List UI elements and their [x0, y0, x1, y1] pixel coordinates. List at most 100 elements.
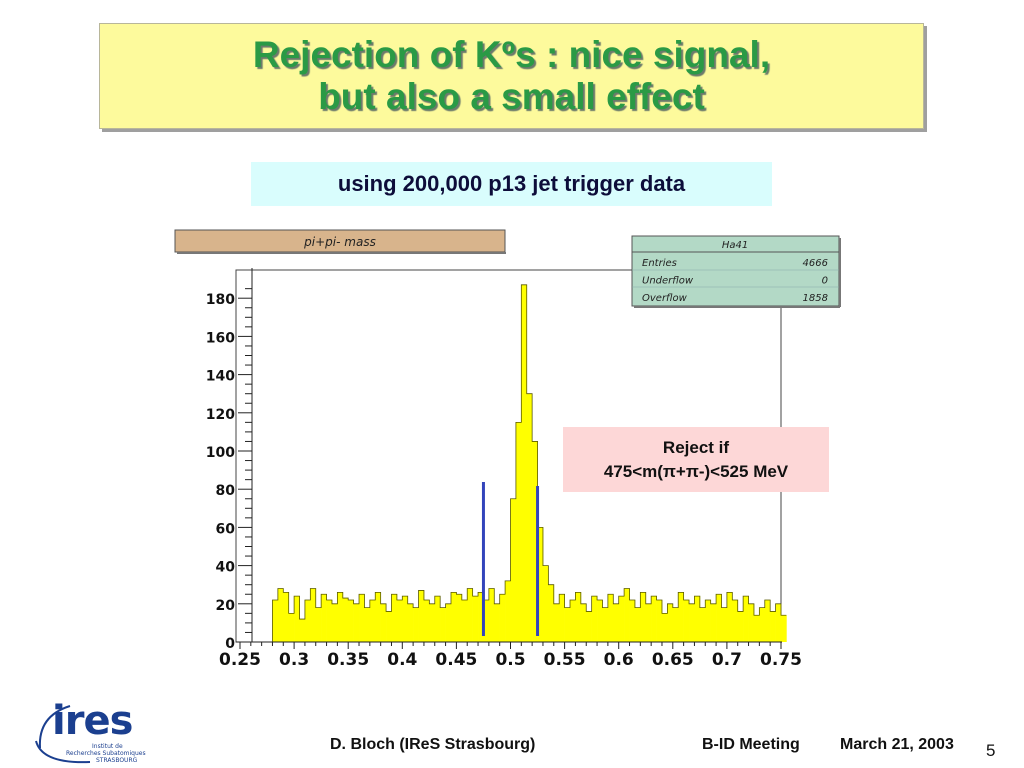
histogram-bin [537, 527, 544, 642]
histogram-bin [456, 594, 463, 642]
histogram-bin [299, 619, 306, 642]
histogram-bin [380, 603, 387, 642]
histogram-bin [402, 596, 409, 642]
y-tick-label: 120 [206, 407, 235, 423]
histogram-bin [726, 592, 733, 642]
histogram-bin [586, 611, 592, 642]
histogram-bin [418, 590, 425, 642]
footer-date: March 21, 2003 [840, 736, 954, 753]
x-tick-label: 0.5 [495, 650, 525, 670]
histogram-bin [699, 607, 706, 642]
histogram-bin [575, 592, 582, 642]
histogram-bin [515, 422, 522, 642]
histogram-bin [559, 594, 565, 642]
histogram-bin [423, 599, 430, 642]
histogram-bin [602, 607, 609, 642]
histogram-bin [386, 611, 392, 642]
histogram-bin [353, 603, 360, 642]
histogram-bin [321, 594, 327, 642]
stats-value: 0 [822, 276, 828, 287]
y-tick-label: 80 [216, 483, 236, 499]
histogram-bin [364, 607, 371, 642]
y-tick-label: 60 [216, 521, 236, 537]
y-tick-label: 100 [206, 445, 235, 461]
histogram-bin [440, 607, 446, 642]
histogram-bin [505, 580, 511, 642]
histogram-bin [288, 613, 295, 642]
histogram-bin [294, 596, 300, 642]
histogram-bin [548, 584, 555, 642]
reject-line1: Reject if [662, 437, 730, 457]
stats-box: Ha41 Entries 4666 Underflow 0 Overflow 1858 [631, 235, 841, 308]
histogram-bin [499, 594, 506, 642]
x-axis: 0.25 0.3 0.35 0.4 0.45 0.5 0.55 0.6 0.65 0.7 0.75 [219, 641, 802, 670]
histogram-bin [369, 599, 376, 642]
histogram-bin [618, 596, 625, 642]
cut-lines [481, 482, 540, 636]
logo-sub3: STRASBOURG [96, 757, 138, 764]
histogram-bin [396, 599, 403, 642]
histogram-bin [613, 603, 619, 642]
y-tick-label: 160 [206, 330, 235, 346]
stats-value: 4666 [803, 258, 828, 269]
histogram-bin [770, 611, 776, 642]
histogram-bin [434, 596, 441, 642]
histogram-bin [705, 599, 711, 642]
histogram-bin [775, 603, 782, 642]
slide-title-line2: but also a small effect [318, 76, 705, 117]
histogram-title: pi+pi- mass [303, 235, 376, 249]
y-tick-label: 0 [225, 636, 235, 652]
stats-value: 1858 [803, 293, 828, 304]
histogram-bin [526, 393, 533, 642]
histogram-bin [467, 588, 473, 642]
slide-title-box: Rejection of Kºs : nice signal, but also… [99, 23, 924, 129]
histogram-bin [667, 603, 674, 642]
histogram-bin [483, 599, 490, 642]
histogram-bin [461, 599, 468, 642]
histogram-bin [672, 607, 679, 642]
histogram-bin [478, 592, 484, 642]
histogram-bin [721, 607, 728, 642]
y-tick-label: 40 [216, 560, 236, 576]
x-tick-label: 0.75 [760, 650, 802, 670]
page-number: 5 [986, 741, 996, 760]
histogram-bin [472, 596, 479, 642]
histogram-bin [656, 599, 663, 642]
x-tick-label: 0.4 [387, 650, 417, 670]
histogram-bin [689, 603, 695, 642]
histogram-bin [710, 603, 717, 642]
histogram-bin [683, 599, 690, 642]
histogram-bin [521, 284, 528, 642]
histogram-bin [310, 588, 317, 642]
footer-meeting: B-ID Meeting [702, 736, 800, 753]
footer-author: D. Bloch (IReS Strasbourg) [330, 736, 536, 753]
histogram-bin [564, 607, 571, 642]
histogram-bin [629, 599, 636, 642]
x-tick-label: 0.3 [279, 650, 309, 670]
histogram-bin [748, 603, 755, 642]
histogram-bin [359, 594, 365, 642]
histogram-bin [342, 598, 349, 642]
histogram-bin [651, 596, 657, 642]
histogram-bin [737, 611, 744, 642]
histogram-bin [661, 613, 668, 642]
histogram-bin [494, 603, 500, 642]
histogram-bin [570, 599, 576, 642]
histogram-bin [375, 592, 381, 642]
histogram-bin [348, 599, 354, 642]
histogram-bin [283, 592, 289, 642]
histogram-outline [240, 284, 787, 643]
histogram-bin [678, 592, 684, 642]
histogram-bin [277, 588, 284, 642]
x-tick-label: 0.25 [219, 650, 261, 670]
histogram-bin [272, 599, 279, 642]
histogram-bin [580, 603, 587, 642]
logo-text: ires [52, 698, 133, 744]
x-tick-label: 0.6 [604, 650, 634, 670]
histogram-bin [597, 599, 603, 642]
histogram-bars [240, 284, 787, 643]
histogram-bin [781, 615, 787, 642]
logo-sub1: Institut de [92, 743, 123, 750]
histogram-bin [304, 599, 311, 642]
